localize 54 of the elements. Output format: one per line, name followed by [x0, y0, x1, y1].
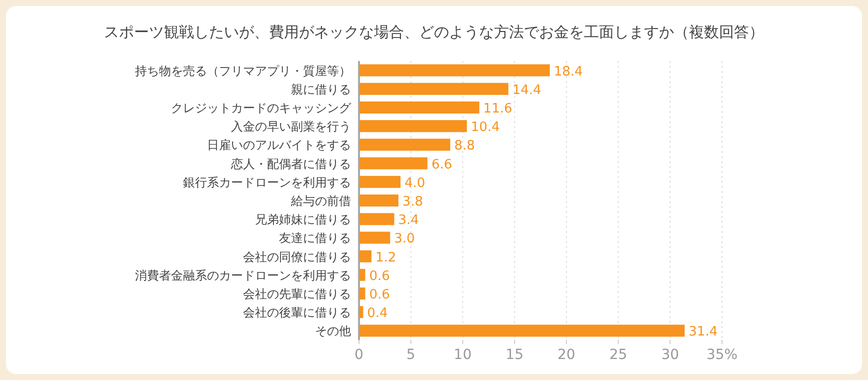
x-tick-label: 20 [558, 347, 576, 363]
data-label: 6.6 [431, 157, 452, 172]
x-tick-label: 35% [706, 347, 738, 363]
data-label: 3.0 [394, 232, 415, 247]
y-tick-label: 友達に借りる [279, 231, 351, 246]
bar [359, 324, 685, 337]
y-tick-label: 親に借りる [291, 82, 351, 96]
y-tick-label: 持ち物を売る（フリマアプリ・質屋等） [135, 64, 351, 78]
data-label: 3.8 [402, 194, 424, 210]
y-tick-label: 入金の早い副業を行う [231, 120, 351, 134]
chart-title: スポーツ観戦したいが、費用がネックな場合、どのような方法でお金を工面しますか（複数回答） [104, 23, 764, 41]
x-tick-label: 15 [506, 347, 524, 363]
data-label: 4.0 [404, 176, 426, 191]
bar [359, 64, 550, 76]
y-tick-label: 日雇いのアルバイトをする [207, 138, 351, 152]
data-label: 8.8 [454, 138, 475, 154]
data-label: 1.2 [375, 250, 396, 266]
bar [359, 213, 394, 226]
x-tick-label: 25 [609, 347, 628, 363]
x-tick-label: 5 [406, 347, 416, 363]
data-label: 31.4 [688, 324, 718, 340]
x-tick-label: 0 [354, 347, 364, 363]
x-tick-label: 10 [454, 347, 472, 363]
bar [359, 138, 450, 151]
y-tick-label: 会社の同僚に借りる [243, 250, 351, 264]
y-tick-label: 恋人・配偶者に借りる [230, 156, 351, 171]
y-tick-label: 会社の先輩に借りる [243, 287, 351, 301]
data-label: 11.6 [483, 102, 512, 116]
y-tick-label: 銀行系カードローンを利用する [183, 175, 351, 190]
bar [359, 250, 372, 262]
y-tick-label: その他 [315, 324, 351, 338]
data-label: 0.6 [369, 268, 390, 284]
bar [359, 120, 467, 132]
bar [359, 102, 480, 114]
bar [359, 157, 428, 170]
y-tick-label: 兄弟姉妹に借りる [255, 212, 351, 227]
y-tick-label: クレジットカードのキャッシング [171, 101, 352, 115]
bar [359, 306, 364, 318]
data-label: 10.4 [470, 120, 500, 136]
data-label: 3.4 [398, 213, 419, 228]
y-tick-label: 給与の前借 [290, 194, 351, 208]
y-tick-label: 会社の後輩に借りる [243, 306, 351, 320]
data-label: 0.6 [369, 288, 390, 302]
bar [359, 176, 400, 188]
data-label: 0.4 [367, 306, 388, 322]
bar [359, 232, 390, 244]
bar [359, 194, 398, 206]
bar [359, 288, 366, 300]
data-label: 18.4 [554, 64, 583, 80]
x-tick-label: 30 [661, 347, 680, 363]
data-label: 14.4 [512, 82, 542, 98]
y-tick-label: 消費者金融系のカードローンを利用する [135, 268, 351, 282]
bar [359, 82, 508, 95]
bar [359, 268, 366, 281]
